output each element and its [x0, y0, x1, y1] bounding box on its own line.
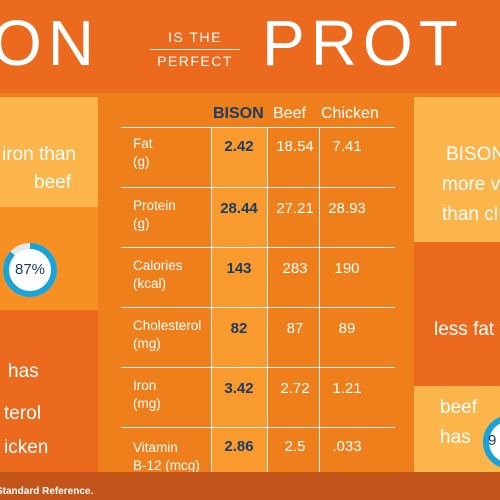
- row-label-line-2: (mg): [133, 336, 161, 351]
- cell-bison: 2.42: [224, 138, 254, 155]
- row-divider: [121, 427, 395, 428]
- header-beef: Beef: [273, 105, 306, 122]
- left-panel-iron: iron than beef: [0, 97, 98, 207]
- left-panel-cholesterol: has terol icken: [0, 310, 98, 472]
- table-row-label: Protein (g): [133, 197, 176, 233]
- cell-chicken: 190: [334, 260, 360, 277]
- table-row-label: Vitamin B-12 (mcg): [133, 439, 200, 475]
- right-panel-bison-line-1: BISON: [446, 144, 500, 165]
- cell-bison: 143: [226, 260, 252, 277]
- row-divider: [121, 127, 395, 128]
- table-row-label: Fat (g): [133, 135, 153, 171]
- row-divider: [121, 187, 395, 188]
- row-label-line-2: (mg): [133, 396, 161, 411]
- row-divider: [121, 247, 395, 248]
- right-panel-fat: less fat t: [414, 242, 500, 386]
- left-gauge-label: 87%: [14, 261, 46, 278]
- row-label-line-1: Vitamin: [133, 440, 178, 455]
- column-divider: [319, 127, 320, 497]
- bison-column-highlight: [211, 127, 267, 497]
- row-divider: [121, 307, 395, 308]
- column-divider: [211, 127, 212, 497]
- row-label-line-2: (g): [133, 216, 150, 231]
- cell-beef: 2.5: [284, 438, 306, 455]
- footer-bar: [0, 472, 500, 500]
- left-panel-cholesterol-line-2: terol: [4, 403, 41, 424]
- left-gauge-face: [6, 246, 54, 294]
- right-panel-bison-line-3: than cl: [442, 204, 498, 225]
- left-gauge: [3, 243, 57, 297]
- table-row-label: Calories (kcal): [133, 257, 183, 293]
- cell-chicken: 89: [338, 320, 356, 337]
- left-panel-iron-line-2: beef: [34, 172, 71, 193]
- title-banner: ON IS THE PERFECT PROT: [0, 0, 500, 93]
- header-bison: BISON: [213, 105, 264, 122]
- cell-beef: 18.54: [276, 138, 314, 155]
- right-gauge: [483, 416, 500, 468]
- footnote: Standard Reference.: [0, 486, 94, 497]
- title-small-line-1: IS THE: [168, 29, 222, 45]
- left-panel-cholesterol-line-1: has: [8, 361, 39, 382]
- title-divider: [150, 49, 240, 50]
- row-label-line-2: (g): [133, 154, 150, 169]
- row-label-line-1: Protein: [133, 198, 176, 213]
- title-right-word: PROT: [262, 7, 464, 79]
- right-panel-fat-line-1: less fat t: [434, 319, 500, 340]
- row-label-line-1: Fat: [133, 136, 153, 151]
- cell-beef: 87: [286, 320, 304, 337]
- row-label-line-1: Iron: [133, 378, 157, 393]
- header-chicken: Chicken: [321, 105, 379, 122]
- cell-beef: 283: [282, 260, 308, 277]
- right-panel-beef: beef has 9: [414, 386, 500, 472]
- cell-bison: 28.44: [220, 200, 258, 217]
- cell-chicken: 1.21: [332, 380, 362, 397]
- row-label-line-2: (kcal): [133, 276, 166, 291]
- cell-beef: 27.21: [276, 200, 314, 217]
- column-divider: [267, 127, 268, 497]
- title-left-word: ON: [0, 7, 100, 79]
- right-gauge-ring: [483, 416, 500, 468]
- row-label-line-2: B-12 (mcg): [133, 458, 200, 473]
- cell-beef: 2.72: [280, 380, 310, 397]
- right-panel-beef-line-2: has: [440, 427, 471, 448]
- left-panel-iron-line-1: iron than: [2, 144, 76, 165]
- cell-bison: 3.42: [224, 380, 254, 397]
- cell-bison: 2.86: [224, 438, 254, 455]
- cell-chicken: 7.41: [332, 138, 362, 155]
- right-panel-bison-line-2: more v: [442, 174, 500, 195]
- table-row-label: Iron (mg): [133, 377, 161, 413]
- left-panel-gauge: 87%: [0, 207, 98, 310]
- right-gauge-label: 9: [488, 432, 497, 449]
- row-label-line-1: Calories: [133, 258, 183, 273]
- right-panel-bison: BISON more v than cl: [414, 97, 500, 242]
- table-row-label: Cholesterol (mg): [133, 317, 201, 353]
- title-small-line-2: PERFECT: [157, 53, 233, 69]
- left-gauge-arc: [3, 243, 57, 297]
- cell-chicken: 28.93: [328, 200, 366, 217]
- row-divider: [121, 367, 395, 368]
- right-panel-beef-line-1: beef: [440, 397, 477, 418]
- left-panel-cholesterol-line-3: icken: [4, 437, 49, 458]
- cell-chicken: .033: [332, 438, 362, 455]
- row-label-line-1: Cholesterol: [133, 318, 202, 333]
- cell-bison: 82: [230, 320, 248, 337]
